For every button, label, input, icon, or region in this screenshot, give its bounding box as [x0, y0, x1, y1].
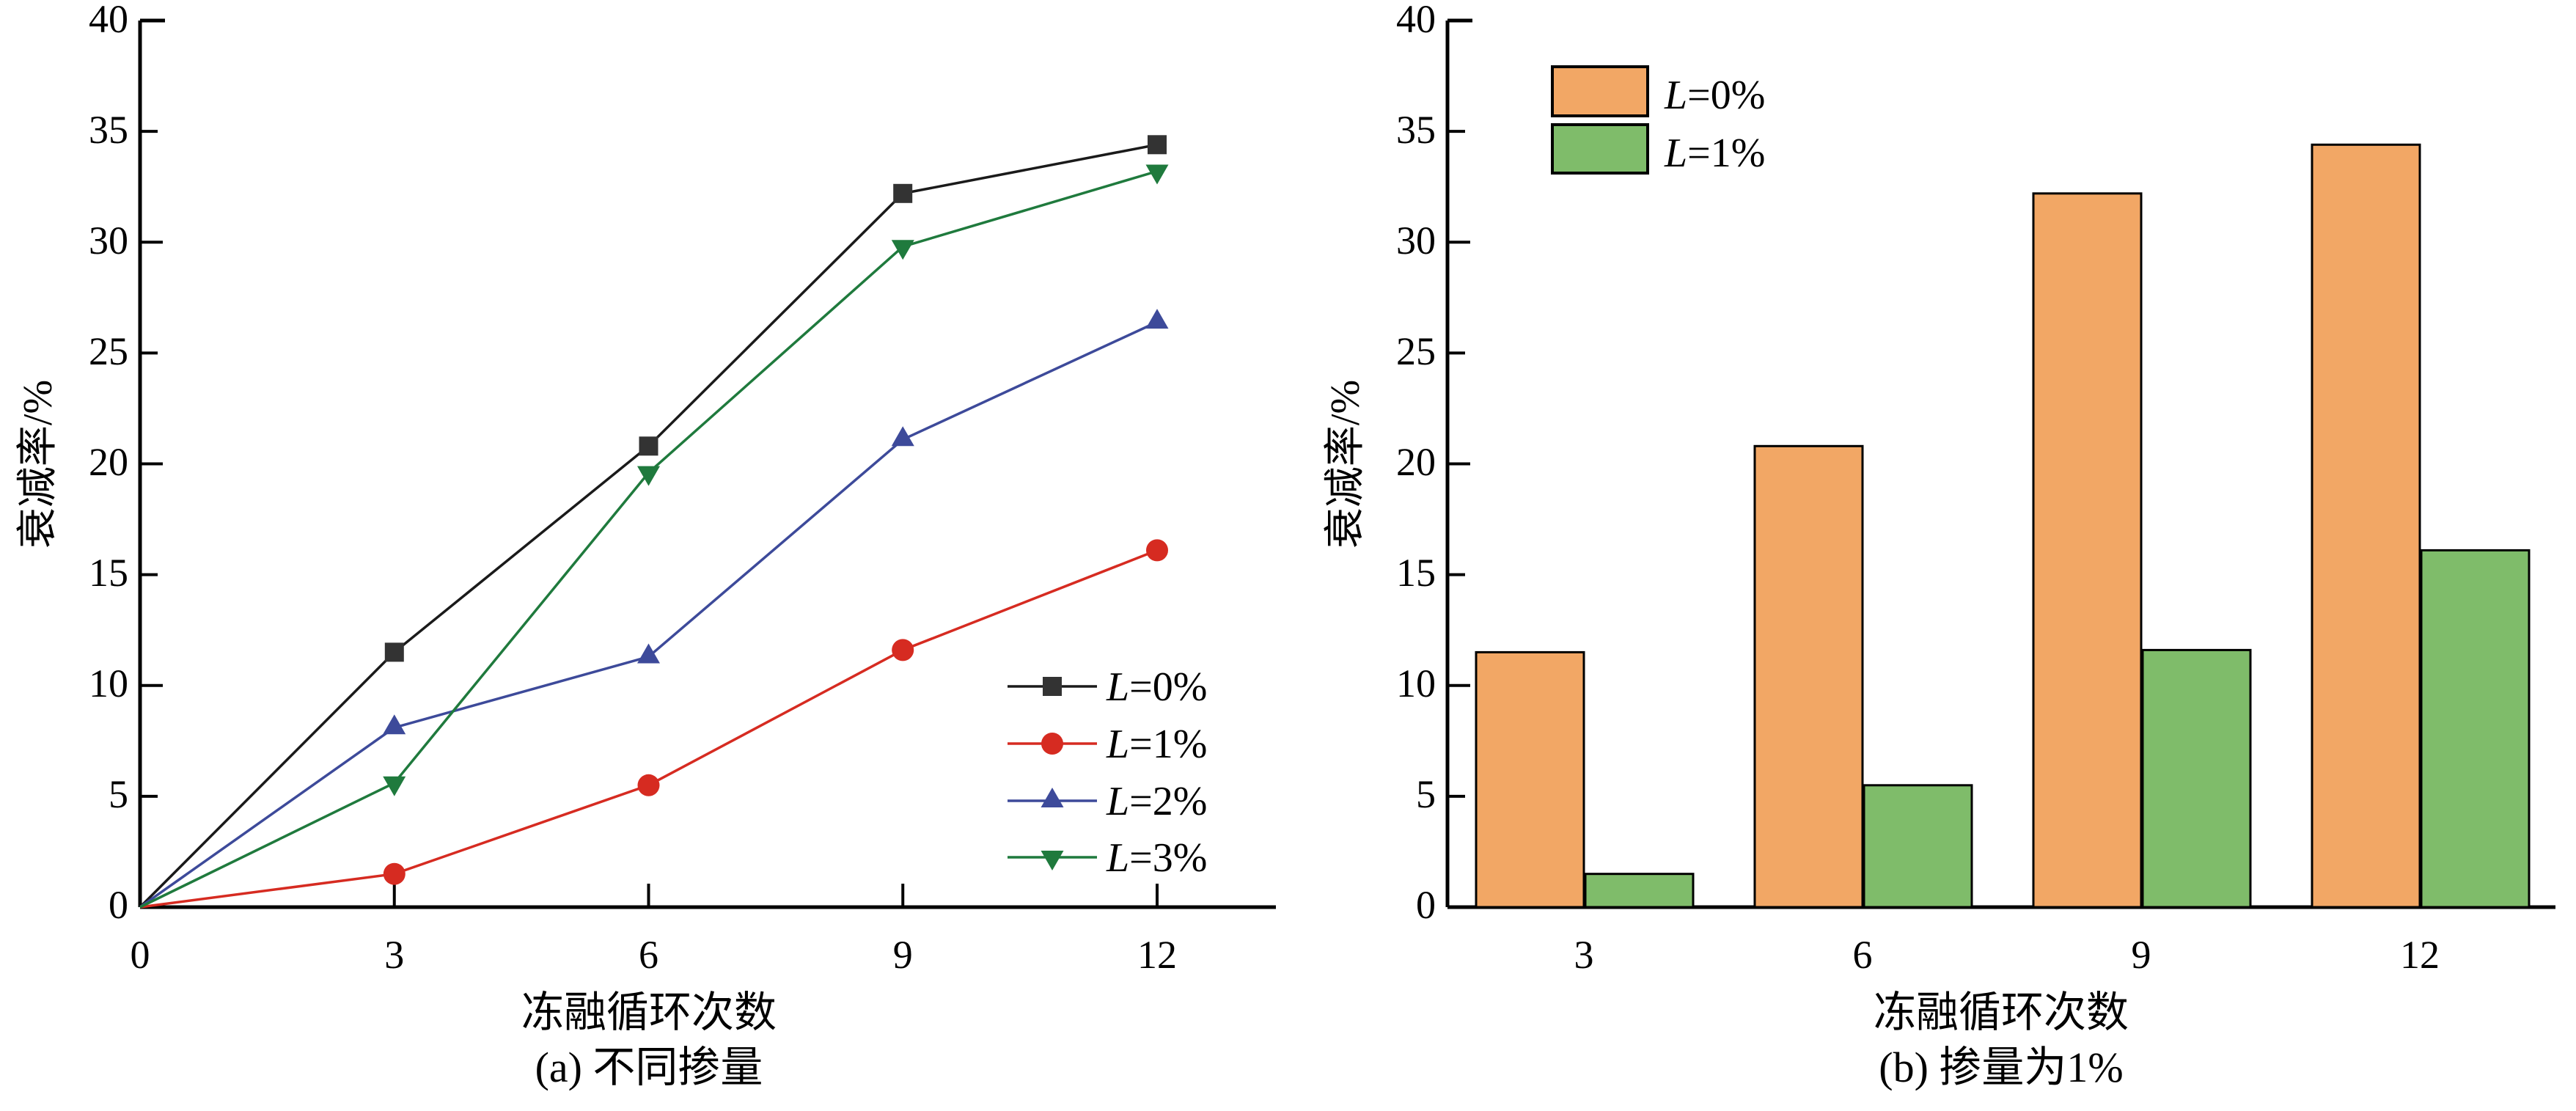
svg-text:20: 20: [89, 440, 128, 484]
svg-text:冻融循环次数: 冻融循环次数: [521, 989, 777, 1036]
svg-text:9: 9: [893, 933, 913, 977]
svg-text:衰减率/%: 衰减率/%: [1323, 380, 1368, 549]
svg-text:25: 25: [89, 329, 128, 373]
svg-text:15: 15: [1396, 551, 1436, 595]
svg-text:15: 15: [89, 551, 128, 595]
svg-text:0: 0: [131, 933, 150, 977]
svg-text:10: 10: [1396, 661, 1436, 705]
svg-text:40: 40: [89, 0, 128, 41]
svg-text:L=1%: L=1%: [1106, 722, 1207, 767]
svg-text:9: 9: [2132, 933, 2151, 977]
svg-text:12: 12: [1137, 933, 1177, 977]
svg-text:5: 5: [109, 772, 128, 816]
svg-text:10: 10: [89, 661, 128, 705]
svg-text:冻融循环次数: 冻融循环次数: [1874, 989, 2129, 1036]
svg-text:L=0%: L=0%: [1664, 73, 1765, 118]
svg-text:3: 3: [384, 933, 404, 977]
svg-text:3: 3: [1574, 933, 1594, 977]
svg-text:衰减率/%: 衰减率/%: [15, 380, 61, 549]
svg-text:0: 0: [1416, 883, 1436, 927]
svg-text:L=2%: L=2%: [1106, 779, 1207, 824]
svg-text:L=1%: L=1%: [1664, 131, 1765, 176]
svg-text:20: 20: [1396, 440, 1436, 484]
svg-text:6: 6: [639, 933, 658, 977]
svg-text:L=0%: L=0%: [1106, 664, 1207, 710]
svg-text:(a) 不同掺量: (a) 不同掺量: [535, 1044, 763, 1091]
svg-text:35: 35: [1396, 108, 1436, 152]
svg-text:30: 30: [89, 219, 128, 263]
svg-text:35: 35: [89, 108, 128, 152]
svg-text:(b) 掺量为1%: (b) 掺量为1%: [1879, 1044, 2123, 1091]
svg-text:5: 5: [1416, 772, 1436, 816]
svg-text:25: 25: [1396, 329, 1436, 373]
svg-text:6: 6: [1853, 933, 1873, 977]
svg-text:40: 40: [1396, 0, 1436, 41]
svg-text:12: 12: [2400, 933, 2440, 977]
svg-text:30: 30: [1396, 219, 1436, 263]
svg-text:0: 0: [109, 883, 128, 927]
svg-text:L=3%: L=3%: [1106, 835, 1207, 881]
